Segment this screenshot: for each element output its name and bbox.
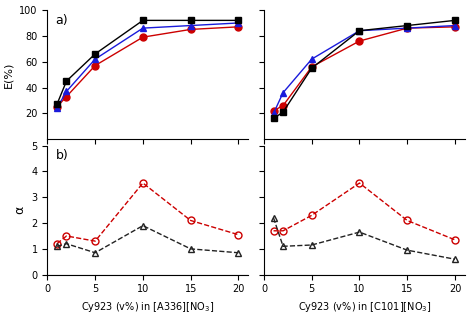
Text: b): b) [55, 149, 68, 162]
Y-axis label: E(%): E(%) [4, 61, 14, 88]
Text: a): a) [55, 14, 68, 27]
Y-axis label: α: α [13, 206, 26, 214]
X-axis label: Cy923 (v%) in [C101][NO$_3$]: Cy923 (v%) in [C101][NO$_3$] [298, 300, 431, 314]
X-axis label: Cy923 (v%) in [A336][NO$_3$]: Cy923 (v%) in [A336][NO$_3$] [81, 300, 214, 314]
